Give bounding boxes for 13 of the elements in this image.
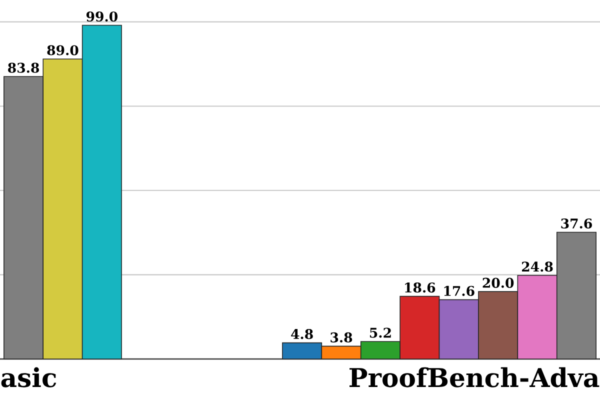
data-label: 20.0 [482,278,514,288]
x-tick-label: ProofBench-Adva [350,367,600,388]
x-tick-label: asic [1,367,56,388]
data-label: 83.8 [8,62,40,73]
data-label: 99.0 [86,11,118,22]
data-label: 24.8 [522,262,553,272]
data-label: 5.2 [370,328,391,338]
data-label: 18.6 [405,282,436,293]
data-label: 89.0 [47,45,78,56]
data-label: 37.6 [561,218,592,229]
data-label: 3.8 [330,332,352,342]
data-label: 17.6 [444,286,474,296]
data-label: 4.8 [291,329,313,340]
